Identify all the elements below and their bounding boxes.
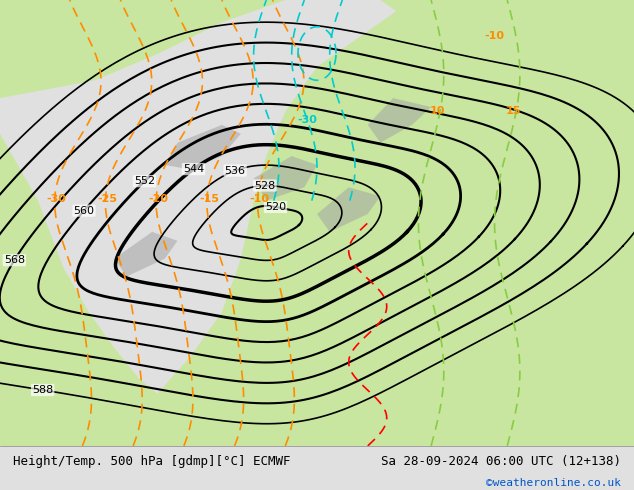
Text: -25: -25 bbox=[98, 194, 117, 204]
Text: 520: 520 bbox=[265, 202, 286, 212]
Text: 544: 544 bbox=[183, 164, 204, 174]
Text: Sa 28-09-2024 06:00 UTC (12+138): Sa 28-09-2024 06:00 UTC (12+138) bbox=[381, 455, 621, 468]
Text: -10: -10 bbox=[250, 194, 269, 204]
Polygon shape bbox=[254, 156, 317, 201]
Polygon shape bbox=[0, 0, 285, 98]
Polygon shape bbox=[349, 0, 634, 178]
Text: -30: -30 bbox=[297, 115, 318, 125]
Text: -20: -20 bbox=[148, 194, 168, 204]
Text: -15: -15 bbox=[199, 194, 219, 204]
Text: 588: 588 bbox=[32, 385, 53, 395]
Text: -10: -10 bbox=[484, 31, 505, 41]
Polygon shape bbox=[368, 98, 431, 143]
Text: 536: 536 bbox=[224, 166, 245, 175]
Polygon shape bbox=[317, 187, 380, 232]
Text: 10: 10 bbox=[430, 106, 445, 117]
Polygon shape bbox=[0, 134, 178, 446]
Text: 568: 568 bbox=[4, 255, 25, 265]
Text: ©weatheronline.co.uk: ©weatheronline.co.uk bbox=[486, 478, 621, 489]
Text: 15: 15 bbox=[506, 106, 521, 117]
Polygon shape bbox=[165, 125, 241, 170]
Polygon shape bbox=[0, 0, 634, 446]
Polygon shape bbox=[114, 232, 178, 276]
Text: 528: 528 bbox=[254, 180, 276, 191]
Text: 552: 552 bbox=[134, 176, 155, 186]
Text: -30: -30 bbox=[47, 194, 67, 204]
Text: 560: 560 bbox=[74, 206, 94, 216]
Text: Height/Temp. 500 hPa [gdmp][°C] ECMWF: Height/Temp. 500 hPa [gdmp][°C] ECMWF bbox=[13, 455, 290, 468]
